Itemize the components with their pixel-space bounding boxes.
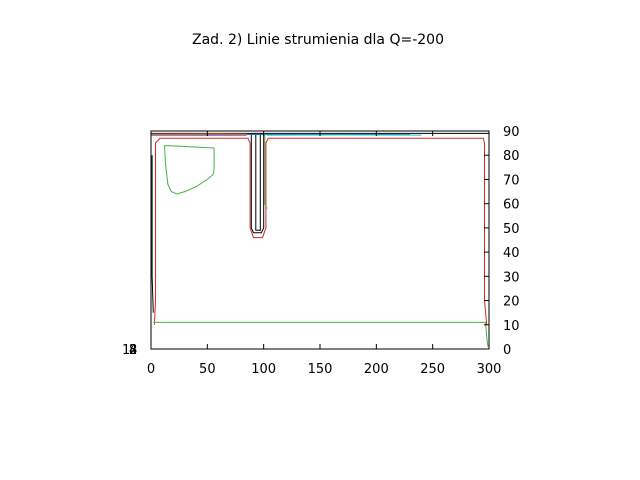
y-tick-label: 30	[503, 270, 520, 285]
streamline-2	[153, 321, 489, 347]
x-axis: 0 50 100 150 200 250 300	[147, 131, 502, 377]
y-tick-label: 90	[503, 125, 520, 140]
x-tick-label: 250	[420, 362, 445, 377]
x-tick-label: 50	[199, 362, 216, 377]
plot-frame	[150, 130, 490, 350]
streamline-3	[164, 145, 215, 195]
y-axis: 0 10 20 30 40 50 60 70 80 90	[484, 125, 520, 358]
streamline-12	[151, 155, 154, 313]
x-tick-label: 150	[308, 362, 333, 377]
overlapped-label-1: 1	[122, 343, 130, 358]
x-tick-label: 0	[147, 362, 155, 377]
y-tick-label: 80	[503, 149, 520, 164]
streamline-1	[153, 137, 488, 325]
x-tick-label: 100	[251, 362, 276, 377]
chart-title: Zad. 2) Linie strumienia dla Q=-200	[192, 32, 444, 48]
y-tick-label: 40	[503, 246, 520, 261]
x-tick-label: 300	[477, 362, 502, 377]
streamline-4	[250, 133, 265, 234]
y-tick-label: 20	[503, 295, 520, 310]
overlapped-label-2: 2	[129, 343, 137, 358]
y-tick-label: 60	[503, 198, 520, 213]
streamline-5	[255, 133, 261, 231]
series-layer	[150, 132, 489, 347]
y-tick-label: 50	[503, 222, 520, 237]
overlapped-label-8: 8	[129, 343, 137, 358]
streamline-11	[264, 133, 268, 209]
overlapped-label-4: 4	[129, 343, 137, 358]
y-tick-label: 70	[503, 173, 520, 188]
y-tick-label: 0	[503, 343, 511, 358]
y-tick-label: 10	[503, 319, 520, 334]
x-tick-label: 200	[364, 362, 389, 377]
